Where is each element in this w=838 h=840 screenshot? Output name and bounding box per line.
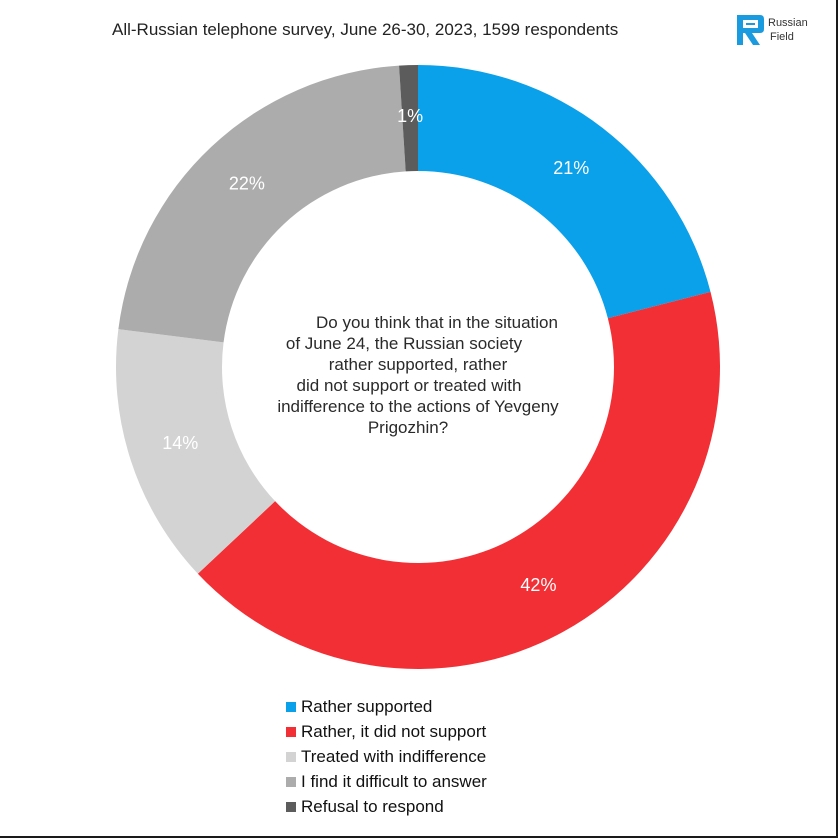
logo: Russian Field	[734, 12, 814, 52]
legend-label: Refusal to respond	[301, 796, 444, 816]
russian-field-logo-icon	[737, 15, 764, 45]
question-line: rather supported, rather	[328, 355, 508, 374]
data-label-rather-supported: 21%	[553, 158, 589, 178]
question-line: Do you think that in the situation	[316, 313, 558, 332]
legend-item-refusal: Refusal to respond	[286, 794, 487, 819]
logo-word-russian: Russian	[768, 17, 808, 29]
legend-swatch	[286, 801, 296, 812]
legend-label: Treated with indifference	[301, 746, 487, 766]
donut-slice-indifference	[115, 329, 276, 574]
question-line: indifference to the actions of Yevgeny	[277, 397, 559, 416]
legend-swatch	[286, 751, 296, 762]
data-label-did-not-support: 42%	[520, 575, 556, 595]
legend-label: Rather, it did not support	[301, 721, 487, 741]
question-line: Prigozhin?	[367, 418, 449, 437]
data-label-refusal: 1%	[397, 106, 423, 126]
data-label-indifference: 14%	[162, 433, 198, 453]
question-line: did not support or treated with	[296, 376, 522, 395]
legend-label: Rather supported	[301, 696, 433, 716]
legend-item-rather-supported: Rather supported	[286, 694, 487, 719]
legend-swatch	[286, 726, 296, 737]
question-line: of June 24, the Russian society	[285, 334, 523, 353]
legend-swatch	[286, 776, 296, 787]
center-question: Do you think that in the situation of Ju…	[236, 312, 600, 438]
legend: Rather supported Rather, it did not supp…	[286, 694, 487, 819]
donut-chart: 21% 42% 14% 22% 1%	[115, 65, 721, 669]
donut-slice-did-not-support	[197, 291, 721, 669]
donut-slice-refusal	[399, 65, 418, 172]
logo-word-field: Field	[770, 31, 794, 43]
legend-item-did-not-support: Rather, it did not support	[286, 719, 487, 744]
donut-slice-rather-supported	[418, 65, 711, 319]
legend-item-difficult-to-answer: I find it difficult to answer	[286, 769, 487, 794]
legend-item-indifference: Treated with indifference	[286, 744, 487, 769]
legend-label: I find it difficult to answer	[301, 771, 487, 791]
data-label-difficult-to-answer: 22%	[229, 174, 265, 194]
donut-slice-difficult-to-answer	[118, 65, 406, 343]
chart-title: All-Russian telephone survey, June 26-30…	[112, 20, 619, 39]
legend-swatch	[286, 701, 296, 712]
logo-text: Russian Field	[768, 16, 808, 44]
